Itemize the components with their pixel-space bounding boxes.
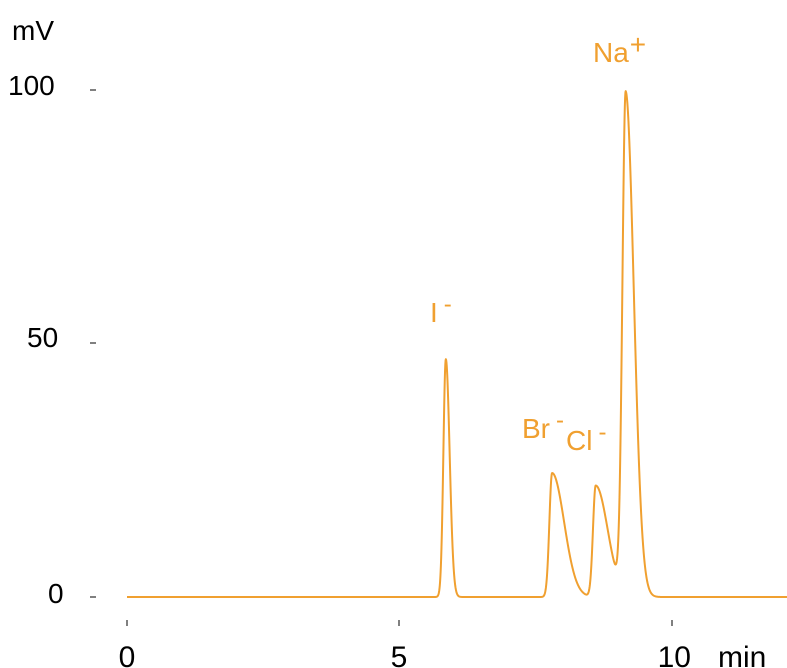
peak-label-sodium: Na+ <box>593 29 646 68</box>
peak-label-bromide: Br - <box>522 407 564 444</box>
y-tick-label: 100 <box>8 70 55 101</box>
x-tick-labels: 0 5 10 <box>119 641 691 668</box>
x-tick-label: 5 <box>391 641 408 668</box>
peak-label-iodide: I- <box>430 291 452 328</box>
axis-ticks <box>90 89 673 626</box>
y-tick-labels: 100 50 0 <box>8 70 64 609</box>
y-axis-unit-label: mV <box>12 15 54 46</box>
x-tick-label: 10 <box>658 641 691 668</box>
peak-labels: I- Br - Cl - Na+ <box>430 29 646 456</box>
x-tick-label: 0 <box>119 641 136 668</box>
chromatogram-trace <box>126 90 787 598</box>
peak-label-chloride: Cl - <box>566 419 606 456</box>
y-tick-label: 0 <box>48 578 64 609</box>
y-tick-label: 50 <box>27 322 58 353</box>
x-axis-unit-label: min <box>718 641 766 668</box>
